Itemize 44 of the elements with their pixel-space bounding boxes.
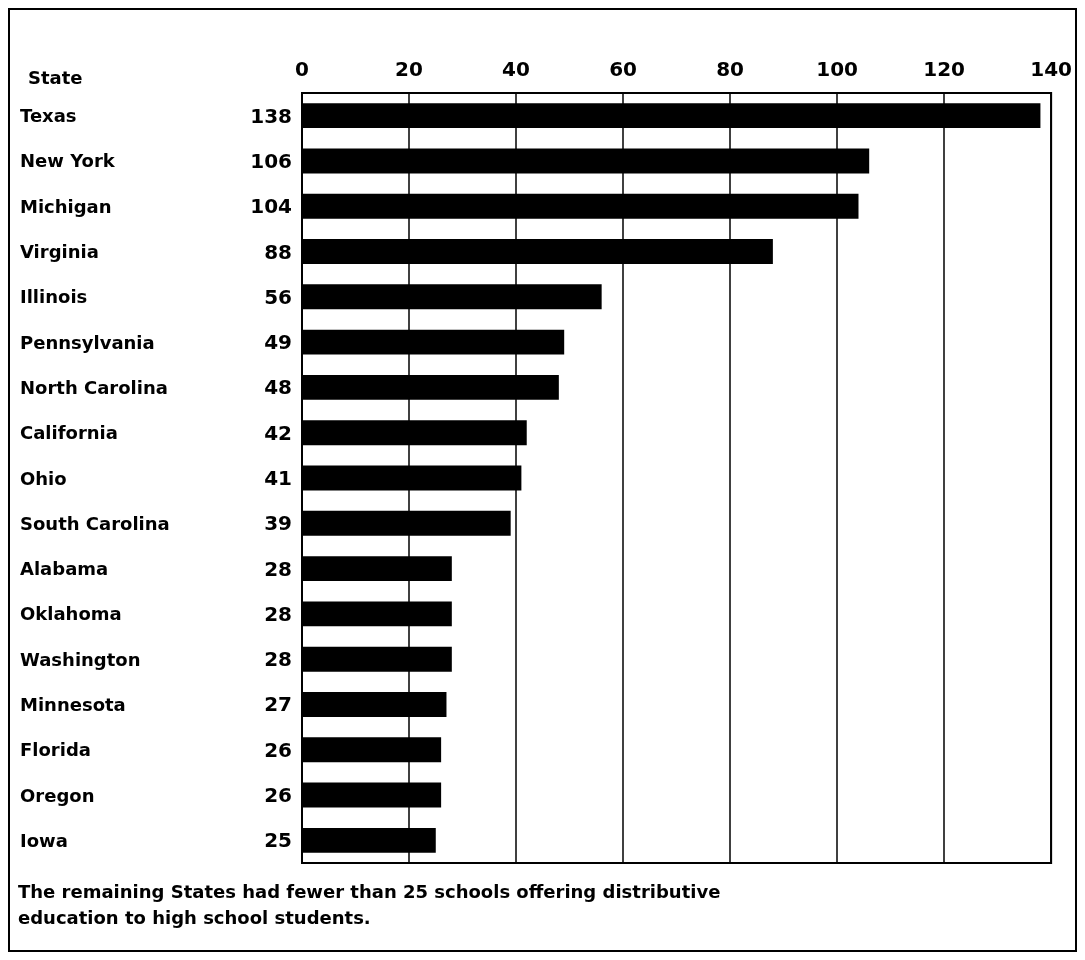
data-label: 28 bbox=[264, 647, 292, 672]
data-label: 56 bbox=[264, 284, 292, 309]
y-axis-title: State bbox=[28, 66, 83, 88]
x-tick-label: 0 bbox=[295, 57, 309, 81]
x-tick-label: 40 bbox=[502, 57, 530, 81]
x-tick-label: 120 bbox=[923, 57, 965, 81]
data-label: 104 bbox=[250, 194, 292, 219]
data-label: 25 bbox=[264, 828, 292, 853]
y-tick-label: Ohio bbox=[20, 467, 67, 489]
data-label: 41 bbox=[264, 466, 292, 490]
data-label: 26 bbox=[264, 783, 292, 808]
y-tick-label: Washington bbox=[20, 648, 141, 670]
y-tick-label: Minnesota bbox=[20, 693, 126, 715]
text: The remaining States had fewer than 25 schools offering distributive education to high school students. bbox=[18, 880, 727, 928]
y-tick-label: Florida bbox=[20, 739, 91, 761]
y-tick-label: Alabama bbox=[20, 558, 109, 580]
x-tick-label: 140 bbox=[1030, 57, 1072, 81]
y-tick-label: Illinois bbox=[20, 286, 88, 308]
y-tick-label: South Carolina bbox=[20, 512, 170, 534]
y-tick-label: Virginia bbox=[20, 241, 99, 263]
y-tick-label: North Carolina bbox=[20, 376, 168, 398]
y-tick-label: Pennsylvania bbox=[20, 331, 155, 353]
y-tick-label: New York bbox=[20, 150, 116, 172]
data-label: 26 bbox=[264, 737, 292, 762]
data-label: 39 bbox=[264, 511, 292, 536]
data-label: 28 bbox=[264, 556, 292, 581]
x-tick-label: 60 bbox=[609, 57, 637, 81]
x-tick-label: 100 bbox=[816, 57, 858, 81]
y-tick-label: California bbox=[20, 422, 118, 444]
y-tick-label: Oklahoma bbox=[20, 603, 122, 625]
y-tick-label: Oregon bbox=[20, 784, 95, 806]
y-tick-label: Texas bbox=[20, 105, 77, 127]
data-label: 88 bbox=[264, 239, 292, 264]
data-label: 49 bbox=[264, 330, 292, 355]
data-label: 138 bbox=[250, 103, 292, 128]
data-label: 28 bbox=[264, 601, 292, 626]
y-tick-label: Michigan bbox=[20, 195, 112, 217]
data-label: 27 bbox=[264, 692, 292, 717]
x-tick-label: 20 bbox=[395, 57, 423, 81]
data-label: 106 bbox=[250, 148, 292, 173]
y-tick-label: Iowa bbox=[20, 829, 68, 851]
x-tick-label: 80 bbox=[716, 57, 744, 81]
data-label: 48 bbox=[264, 375, 292, 400]
data-label: 42 bbox=[264, 420, 292, 445]
